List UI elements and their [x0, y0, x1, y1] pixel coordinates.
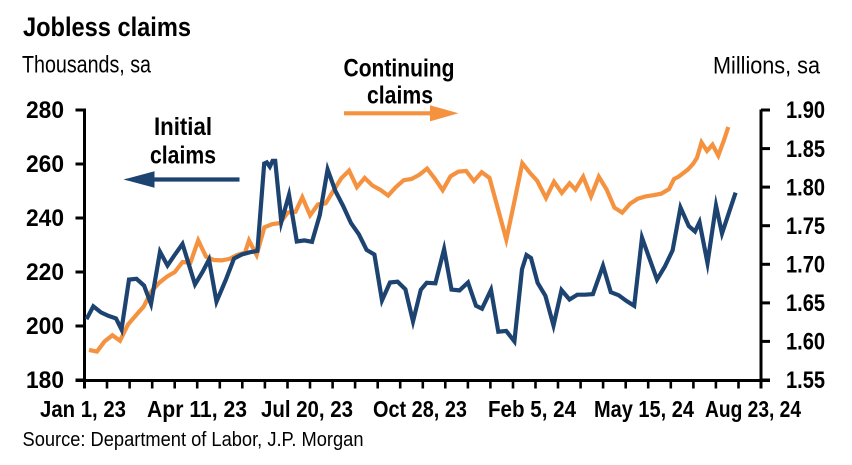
svg-text:220: 220 [26, 259, 64, 286]
svg-text:Feb 5, 24: Feb 5, 24 [488, 396, 576, 422]
svg-text:Jobless claims: Jobless claims [23, 12, 191, 42]
svg-text:Source: Department of Labor, J: Source: Department of Labor, J.P. Morgan [23, 429, 364, 451]
svg-text:1.70: 1.70 [786, 252, 825, 279]
svg-text:Jan 1, 23: Jan 1, 23 [40, 396, 126, 422]
svg-text:1.80: 1.80 [786, 174, 825, 201]
svg-text:Jul 20, 23: Jul 20, 23 [261, 396, 353, 422]
svg-text:260: 260 [26, 151, 64, 178]
svg-text:Millions, sa: Millions, sa [713, 53, 821, 80]
svg-text:1.55: 1.55 [786, 367, 825, 394]
svg-text:1.60: 1.60 [786, 329, 825, 356]
svg-text:1.65: 1.65 [786, 290, 825, 317]
svg-text:Oct 28, 23: Oct 28, 23 [373, 396, 467, 422]
svg-text:280: 280 [26, 97, 64, 124]
svg-text:Initial: Initial [154, 113, 212, 141]
svg-text:May 15, 24: May 15, 24 [594, 396, 694, 422]
svg-text:180: 180 [26, 367, 64, 394]
svg-text:claims: claims [367, 82, 433, 110]
svg-text:claims: claims [150, 142, 216, 170]
svg-text:1.85: 1.85 [786, 136, 825, 163]
svg-text:200: 200 [26, 313, 64, 340]
svg-text:Aug 23, 24: Aug 23, 24 [705, 396, 801, 422]
svg-text:Thousands, sa: Thousands, sa [22, 52, 152, 79]
svg-text:Apr 11, 23: Apr 11, 23 [147, 396, 247, 422]
svg-text:1.75: 1.75 [786, 213, 825, 240]
svg-text:240: 240 [26, 205, 64, 232]
svg-text:Continuing: Continuing [344, 55, 455, 83]
svg-text:1.90: 1.90 [786, 97, 825, 124]
